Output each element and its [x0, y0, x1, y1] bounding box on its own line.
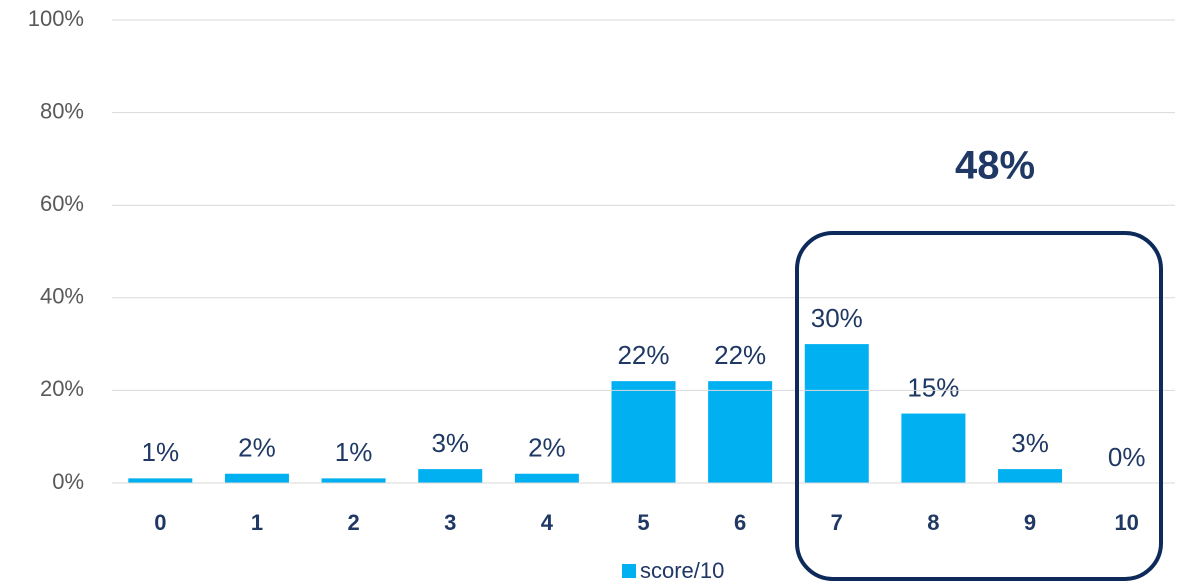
- x-tick-label: 2: [347, 510, 359, 535]
- bar: [804, 344, 869, 483]
- data-label: 2%: [528, 433, 566, 463]
- x-tick-label: 9: [1024, 510, 1036, 535]
- y-tick-label: 20%: [40, 376, 84, 401]
- data-label: 30%: [811, 303, 863, 333]
- x-tick-label: 0: [154, 510, 166, 535]
- legend-label: score/10: [640, 558, 724, 583]
- x-tick-label: 6: [734, 510, 746, 535]
- bar: [514, 473, 579, 483]
- x-tick-label: 7: [831, 510, 843, 535]
- x-tick-label: 4: [541, 510, 554, 535]
- bar: [901, 413, 966, 483]
- bar: [224, 473, 289, 483]
- data-label: 3%: [431, 428, 469, 458]
- bar: [321, 478, 386, 483]
- bar: [128, 478, 193, 483]
- x-tick-label: 5: [637, 510, 649, 535]
- bar: [708, 381, 773, 483]
- data-label: 15%: [907, 372, 959, 402]
- data-label: 1%: [142, 437, 180, 467]
- y-tick-label: 40%: [40, 284, 84, 309]
- y-tick-label: 0%: [52, 469, 84, 494]
- data-label: 22%: [714, 340, 766, 370]
- data-label: 0%: [1108, 442, 1146, 472]
- x-tick-label: 8: [927, 510, 939, 535]
- bar: [418, 469, 483, 483]
- highlight-box: [795, 231, 1163, 581]
- y-tick-label: 100%: [28, 6, 84, 31]
- data-label: 22%: [617, 340, 669, 370]
- bar: [611, 381, 676, 483]
- y-tick-label: 80%: [40, 98, 84, 123]
- bar: [998, 469, 1063, 483]
- data-label: 3%: [1011, 428, 1049, 458]
- data-label: 2%: [238, 433, 276, 463]
- x-tick-label: 10: [1114, 510, 1138, 535]
- x-tick-label: 1: [251, 510, 263, 535]
- legend-swatch: [622, 564, 636, 578]
- data-label: 1%: [335, 437, 373, 467]
- x-tick-label: 3: [444, 510, 456, 535]
- y-tick-label: 60%: [40, 191, 84, 216]
- annotation: 48%: [955, 144, 1035, 188]
